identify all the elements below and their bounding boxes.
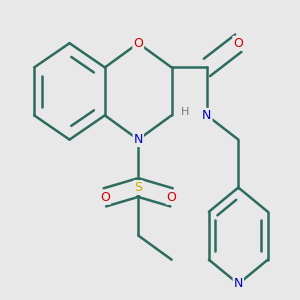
- Text: N: N: [202, 109, 212, 122]
- Text: O: O: [133, 37, 143, 50]
- Text: H: H: [181, 107, 190, 118]
- Text: O: O: [100, 191, 110, 204]
- Text: O: O: [233, 37, 243, 50]
- Text: N: N: [234, 278, 243, 290]
- Text: N: N: [134, 133, 143, 146]
- Text: S: S: [134, 181, 142, 194]
- Text: O: O: [167, 191, 176, 204]
